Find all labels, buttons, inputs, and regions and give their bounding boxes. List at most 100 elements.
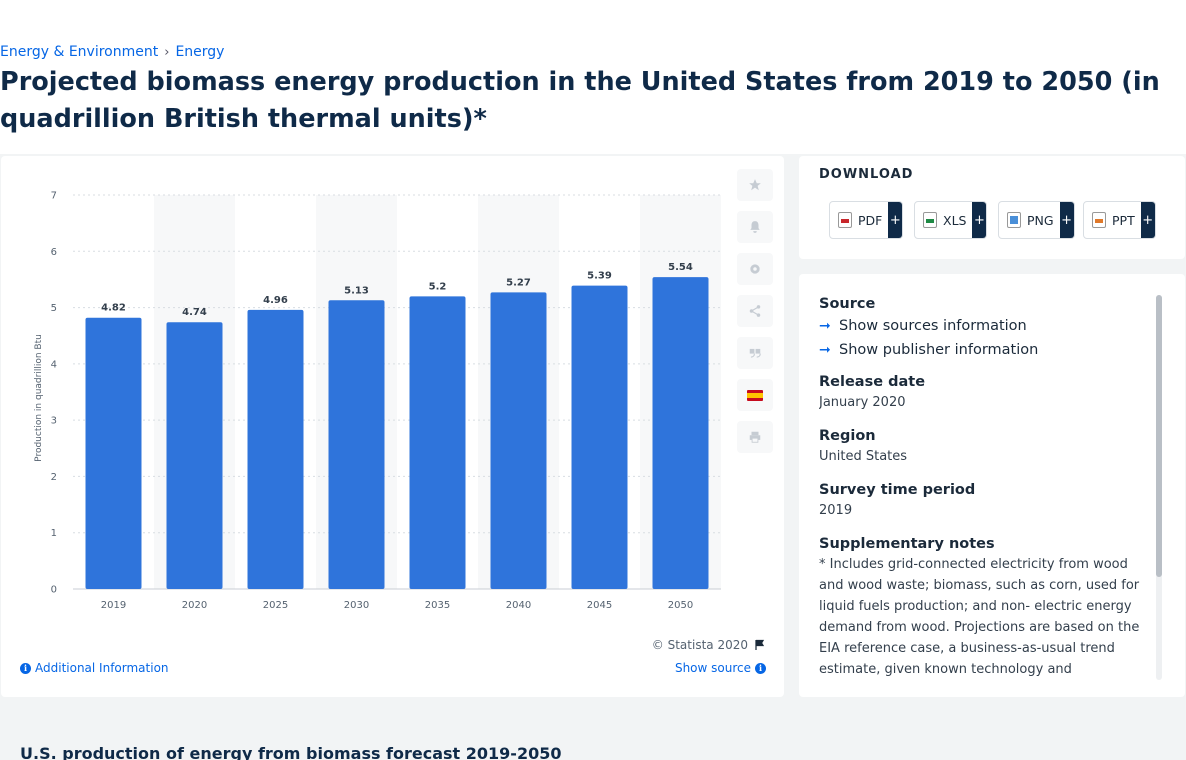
x-tick-label: 2035 bbox=[425, 600, 450, 611]
download-xls-plus[interactable]: + bbox=[972, 202, 987, 238]
download-ppt-main: PPT bbox=[1084, 202, 1141, 238]
data-label: 5.2 bbox=[429, 281, 447, 292]
survey-period-heading: Survey time period bbox=[819, 482, 976, 498]
print-button[interactable] bbox=[737, 421, 773, 453]
page-title: Projected biomass energy production in t… bbox=[0, 67, 1160, 134]
related-statistic-title[interactable]: U.S. production of energy from biomass f… bbox=[20, 744, 562, 760]
source-details[interactable]: Source ➞ Show sources information ➞ Show p… bbox=[819, 294, 1149, 679]
release-date-value: January 2020 bbox=[819, 395, 906, 410]
arrow-right-icon: ➞ bbox=[819, 342, 831, 358]
breadcrumb-energy-environment[interactable]: Energy & Environment bbox=[0, 44, 159, 60]
favorite-button[interactable] bbox=[737, 169, 773, 201]
info-icon: i bbox=[755, 662, 766, 674]
data-label: 5.27 bbox=[506, 277, 531, 288]
source-card: Source ➞ Show sources information ➞ Show p… bbox=[799, 274, 1185, 697]
x-tick-label: 2030 bbox=[344, 600, 369, 611]
download-pdf-label: PDF bbox=[858, 212, 883, 228]
download-card: DOWNLOAD PDF + XLS + PNG + PPT + bbox=[799, 156, 1185, 259]
bar bbox=[247, 309, 304, 589]
download-xls-main: XLS bbox=[915, 202, 972, 238]
bell-icon bbox=[750, 221, 760, 233]
show-source-label: Show source bbox=[674, 661, 751, 675]
region-heading: Region bbox=[819, 428, 876, 444]
show-publisher-link[interactable]: ➞ Show publisher information bbox=[819, 338, 1149, 362]
source-scrollbar[interactable] bbox=[1156, 295, 1162, 680]
y-tick-label: 0 bbox=[51, 585, 57, 596]
y-tick-label: 2 bbox=[51, 472, 57, 483]
data-label: 5.39 bbox=[587, 271, 612, 282]
download-xls-label: XLS bbox=[943, 212, 967, 228]
png-file-icon bbox=[1007, 212, 1021, 228]
notification-button[interactable] bbox=[737, 211, 773, 243]
download-pdf-button[interactable]: PDF + bbox=[829, 201, 904, 239]
scrollbar-thumb[interactable] bbox=[1156, 295, 1162, 577]
download-png-label: PNG bbox=[1027, 212, 1054, 228]
download-ppt-plus[interactable]: + bbox=[1140, 202, 1155, 238]
data-label: 5.54 bbox=[668, 262, 693, 273]
bar bbox=[652, 277, 709, 589]
x-tick-label: 2020 bbox=[182, 600, 207, 611]
y-tick-label: 7 bbox=[51, 191, 57, 202]
download-ppt-label: PPT bbox=[1112, 212, 1135, 228]
download-ppt-button[interactable]: PPT + bbox=[1083, 201, 1156, 239]
share-button[interactable] bbox=[737, 295, 773, 327]
chart-card: 0 1 2 3 4 5 6 7 Production in quadrillion Btu 4.8… bbox=[1, 156, 784, 697]
breadcrumb: Energy & Environment › Energy bbox=[0, 44, 224, 60]
bar bbox=[490, 292, 547, 589]
info-icon: i bbox=[20, 662, 31, 674]
additional-information-link[interactable]: i Additional Information bbox=[20, 661, 169, 675]
star-icon bbox=[749, 179, 761, 191]
data-label: 4.82 bbox=[101, 303, 126, 314]
x-tick-label: 2040 bbox=[506, 600, 531, 611]
y-tick-label: 1 bbox=[51, 528, 57, 539]
header-area bbox=[0, 38, 1186, 154]
language-button[interactable] bbox=[737, 379, 773, 411]
supplementary-notes-heading: Supplementary notes bbox=[819, 536, 995, 552]
show-source-link[interactable]: Show source i bbox=[675, 661, 766, 675]
x-tick-label: 2019 bbox=[101, 600, 126, 611]
data-label: 4.96 bbox=[263, 295, 288, 306]
y-tick-label: 6 bbox=[51, 247, 57, 258]
region-value: United States bbox=[819, 449, 908, 464]
y-tick-label: 4 bbox=[51, 359, 57, 370]
source-heading: Source bbox=[819, 296, 876, 312]
bar bbox=[166, 322, 223, 589]
quote-icon bbox=[749, 348, 761, 358]
download-png-button[interactable]: PNG + bbox=[998, 201, 1075, 239]
x-tick-label: 2025 bbox=[263, 600, 288, 611]
download-pdf-main: PDF bbox=[830, 202, 888, 238]
xls-file-icon bbox=[923, 212, 937, 228]
chart-toolbar bbox=[737, 169, 773, 463]
settings-button[interactable] bbox=[737, 253, 773, 285]
pdf-file-icon bbox=[838, 212, 852, 228]
bar bbox=[328, 300, 385, 589]
download-png-main: PNG bbox=[999, 202, 1060, 238]
download-xls-button[interactable]: XLS + bbox=[914, 201, 988, 239]
flag-icon[interactable] bbox=[754, 639, 766, 651]
show-sources-link[interactable]: ➞ Show sources information bbox=[819, 314, 1149, 338]
breadcrumb-energy[interactable]: Energy bbox=[175, 44, 225, 60]
arrow-right-icon: ➞ bbox=[819, 318, 831, 334]
y-tick-label: 3 bbox=[51, 416, 57, 427]
ppt-file-icon bbox=[1092, 212, 1106, 228]
download-title: DOWNLOAD bbox=[819, 167, 914, 182]
cite-button[interactable] bbox=[737, 337, 773, 369]
chart-copyright: © Statista 2020 bbox=[652, 638, 766, 652]
data-label: 4.74 bbox=[182, 307, 207, 318]
bar bbox=[85, 317, 142, 589]
download-pdf-plus[interactable]: + bbox=[888, 202, 903, 238]
release-date-heading: Release date bbox=[819, 374, 926, 390]
show-sources-label: Show sources information bbox=[839, 318, 1027, 334]
share-icon bbox=[749, 305, 761, 317]
download-png-plus[interactable]: + bbox=[1059, 202, 1074, 238]
x-tick-label: 2045 bbox=[587, 600, 612, 611]
x-tick-label: 2050 bbox=[668, 600, 693, 611]
additional-information-label: Additional Information bbox=[35, 661, 169, 675]
bar bbox=[409, 296, 466, 589]
spanish-flag-icon bbox=[747, 389, 763, 401]
y-tick-label: 5 bbox=[51, 303, 57, 314]
top-bar bbox=[0, 0, 1186, 38]
show-publisher-label: Show publisher information bbox=[839, 342, 1039, 358]
survey-period-value: 2019 bbox=[819, 503, 853, 518]
copyright-text: © Statista 2020 bbox=[651, 638, 748, 652]
